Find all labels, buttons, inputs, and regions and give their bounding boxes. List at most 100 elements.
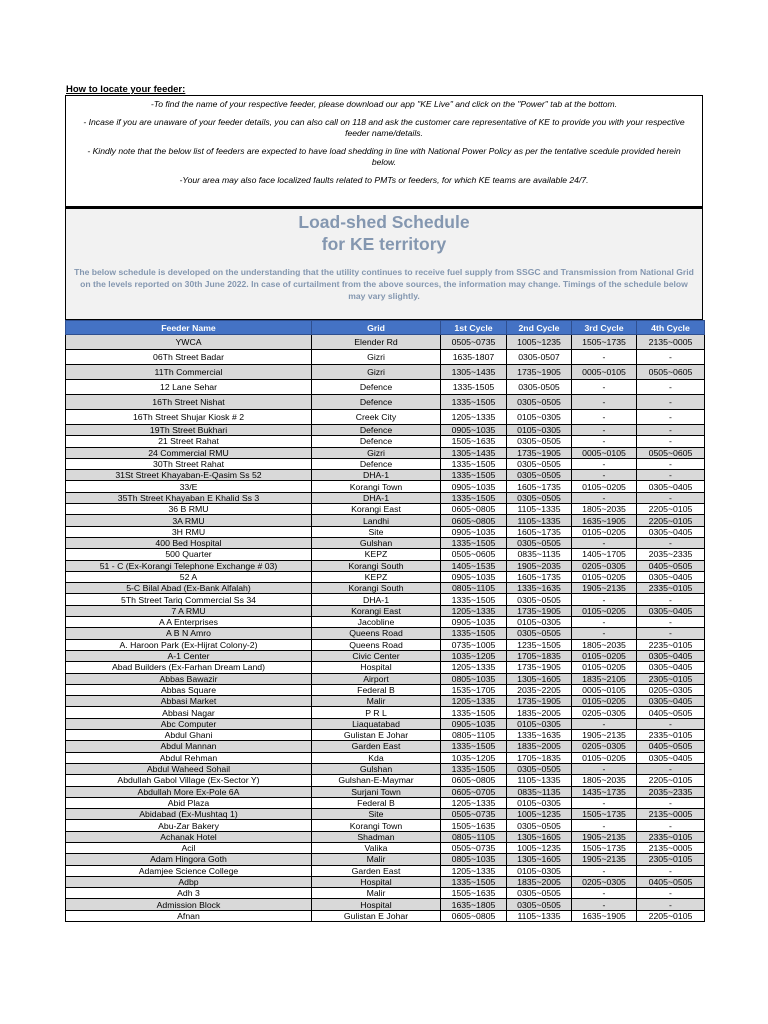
feeder-name-cell: A B N Amro	[65, 627, 312, 640]
feeder-name-cell: A. Haroon Park (Ex-Hijrat Colony-2)	[65, 638, 312, 651]
instruction-2: - Incase if you are unaware of your feed…	[83, 117, 685, 138]
table-row: 5Th Street Tariq Commercial Ss 34 DHA-1 13…	[65, 593, 705, 606]
feeder-name-cell: Adamjee Science College	[65, 864, 312, 877]
table-row: A A Enterprises Jacobline 0905~1035 0105~03…	[65, 616, 705, 629]
cycle-1-cell: 0605~0805	[440, 909, 507, 923]
feeder-name-cell: Abdullah Gabol Village (Ex-Sector Y)	[65, 774, 312, 787]
cycle-2-cell: 1705~1835	[506, 649, 572, 663]
cycle-3-cell: -	[571, 864, 637, 877]
cycle-4-cell: 0405~0505	[636, 740, 705, 753]
table-row: 16Th Street Nishat Defence 1335~1505 0305~0…	[65, 394, 705, 410]
cycle-2-cell: 0105~0305	[506, 796, 572, 810]
cycle-1-cell: 1335~1505	[440, 394, 507, 410]
feeder-name-cell: Abbasi Nagar	[65, 706, 312, 719]
cycle-2-cell: 0305~0505	[506, 887, 572, 900]
grid-cell: Garden East	[311, 740, 441, 753]
cycle-4-cell: -	[636, 409, 705, 425]
grid-cell: Defence	[311, 435, 441, 448]
cycle-3-cell: 0205~0305	[571, 740, 637, 753]
grid-cell: KEPZ	[311, 548, 441, 561]
cycle-4-cell: -	[636, 379, 705, 395]
table-row: 36 B RMU Korangi East 0605~0805 1105~1335 18…	[65, 503, 705, 516]
cycle-4-cell: -	[636, 593, 705, 606]
cycle-4-cell: -	[636, 819, 705, 832]
cycle-2-cell: 0305-0505	[506, 379, 572, 395]
feeder-name-cell: 30Th Street Rahat	[65, 457, 312, 471]
cycle-1-cell: 0505~0735	[440, 841, 507, 855]
cycle-2-cell: 0305~0505	[506, 762, 572, 776]
cycle-4-cell: 2335~0105	[636, 582, 705, 595]
cycle-2-cell: 1605~1735	[506, 570, 572, 584]
cycle-2-cell: 0305~0505	[506, 819, 572, 832]
cycle-4-cell: -	[636, 394, 705, 410]
feeder-name-cell: YWCA	[65, 334, 312, 350]
cycle-4-cell: 2305~0105	[636, 672, 705, 685]
cycle-4-cell: -	[636, 796, 705, 810]
table-row: Abbasi Nagar P R L 1335~1505 1835~2005 0205~…	[65, 706, 705, 719]
table-row: Abidabad (Ex-Mushtaq 1) Site 0505~0735 1005…	[65, 808, 705, 821]
feeder-name-cell: Abdul Waheed Sohail	[65, 762, 312, 776]
grid-cell: Malir	[311, 887, 441, 900]
cycle-3-cell: 1805~2035	[571, 503, 637, 516]
cycle-3-cell: 1805~2035	[571, 638, 637, 651]
table-row: Admission Block Hospital 1635~1805 0305~050…	[65, 898, 705, 911]
feeder-name-cell: 52 A	[65, 570, 312, 584]
table-row: 3H RMU Site 0905~1035 1605~1735 0105~0205 030…	[65, 525, 705, 538]
grid-cell: Gulshan	[311, 762, 441, 776]
grid-cell: Garden East	[311, 864, 441, 877]
table-row: Abbasi Market Malir 1205~1335 1735~1905 0105…	[65, 695, 705, 708]
cycle-2-cell: 0305~0505	[506, 593, 572, 606]
cycle-3-cell: 1905~2135	[571, 729, 637, 742]
cycle-1-cell: 1335~1505	[440, 491, 507, 505]
cycle-2-cell: 1735~1905	[506, 695, 572, 708]
cycle-1-cell: 1335~1505	[440, 457, 507, 471]
cycle-1-cell: 1635~1805	[440, 898, 507, 911]
grid-cell: Creek City	[311, 409, 441, 425]
section-heading: How to locate your feeder:	[66, 84, 186, 95]
cycle-1-cell: 1505~1635	[440, 887, 507, 900]
table-row: Abad Builders (Ex-Farhan Dream Land) Hosp…	[65, 661, 705, 674]
feeder-name-cell: 06Th Street Badar	[65, 349, 312, 365]
feeder-name-cell: Adh 3	[65, 887, 312, 900]
cycle-3-cell: 0205~0305	[571, 875, 637, 889]
cycle-3-cell: -	[571, 349, 637, 365]
cycle-4-cell: 2205~0105	[636, 514, 705, 527]
cycle-4-cell: 2335~0105	[636, 830, 705, 843]
cycle-4-cell: -	[636, 717, 705, 731]
cycle-3-cell: 0105~0205	[571, 525, 637, 538]
grid-cell: Gulshan	[311, 536, 441, 550]
cycle-1-cell: 1635-1807	[440, 349, 507, 365]
feeder-name-cell: 12 Lane Sehar	[65, 379, 312, 395]
cycle-1-cell: 0605~0805	[440, 514, 507, 527]
instructions-box: -To find the name of your respective fee…	[65, 95, 703, 207]
feeder-name-cell: Adam Hingora Goth	[65, 853, 312, 866]
cycle-4-cell: 0505~0605	[636, 446, 705, 459]
cycle-1-cell: 0905~1035	[440, 570, 507, 584]
cycle-3-cell: 0105~0205	[571, 570, 637, 584]
cycle-3-cell: 0005~0105	[571, 364, 637, 380]
table-row: 400 Bed Hospital Gulshan 1335~1505 0305~050…	[65, 536, 705, 550]
cycle-1-cell: 0505~0735	[440, 334, 507, 350]
grid-cell: Shadman	[311, 830, 441, 843]
cycle-1-cell: 1335~1505	[440, 536, 507, 550]
cycle-3-cell: -	[571, 898, 637, 911]
cycle-3-cell: 0205~0305	[571, 559, 637, 572]
cycle-2-cell: 1835~2005	[506, 740, 572, 753]
cycle-1-cell: 1335~1505	[440, 762, 507, 776]
table-row: 11Th Commercial Gizri 1305~1435 1735~1905 00…	[65, 364, 705, 380]
table-row: 35Th Street Khayaban E Khalid Ss 3 DHA-1 1…	[65, 491, 705, 505]
cycle-1-cell: 1305~1435	[440, 364, 507, 380]
table-row: 5-C Bilal Abad (Ex-Bank Alfalah) Korangi …	[65, 582, 705, 595]
cycle-1-cell: 0905~1035	[440, 423, 507, 437]
cycle-1-cell: 1035~1205	[440, 649, 507, 663]
grid-cell: Civic Center	[311, 649, 441, 663]
grid-cell: Defence	[311, 379, 441, 395]
cycle-2-cell: 0105~0305	[506, 409, 572, 425]
grid-cell: Elender Rd	[311, 334, 441, 350]
cycle-4-cell: -	[636, 762, 705, 776]
table-row: Abdullah More Ex-Pole 6A Surjani Town 0605…	[65, 785, 705, 798]
cycle-2-cell: 0305~0505	[506, 491, 572, 505]
grid-cell: Defence	[311, 423, 441, 437]
table-row: Abbas Bawazir Airport 0805~1035 1305~1605 18…	[65, 672, 705, 685]
feeder-name-cell: A A Enterprises	[65, 616, 312, 629]
